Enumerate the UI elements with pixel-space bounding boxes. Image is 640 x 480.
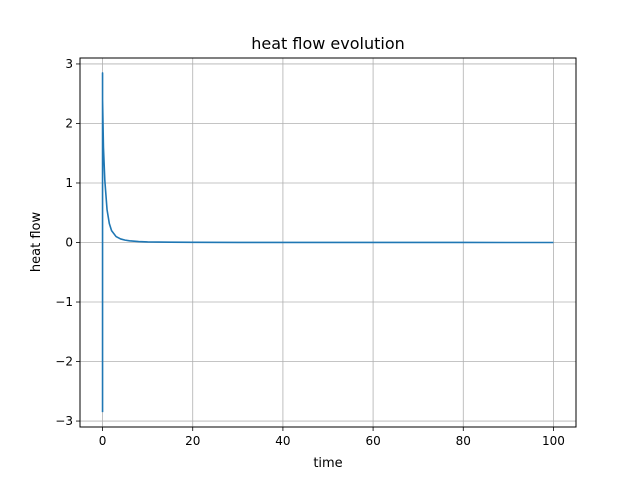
y-axis-label: heat flow [29, 212, 44, 273]
y-tick-label: 3 [65, 57, 73, 71]
x-axis-label: time [313, 456, 342, 471]
heat-flow-series-line [101, 72, 554, 413]
chart-title: heat flow evolution [251, 34, 405, 53]
x-tick-label: 20 [185, 434, 200, 448]
x-tick-label: 60 [365, 434, 380, 448]
x-tick-label: 100 [542, 434, 565, 448]
y-tick-label: −1 [55, 295, 73, 309]
x-tick-label: 0 [99, 434, 107, 448]
y-tick-label: −2 [55, 355, 73, 369]
y-tick-label: 0 [65, 236, 73, 250]
x-tick-label: 80 [456, 434, 471, 448]
plot-series [101, 72, 554, 413]
y-tick-label: −3 [55, 414, 73, 428]
y-tick-label: 2 [65, 116, 73, 130]
x-tick-label: 40 [275, 434, 290, 448]
x-axis-ticks: 0 20 40 60 80 100 [99, 427, 565, 448]
y-tick-label: 1 [65, 176, 73, 190]
y-axis-ticks: −3 −2 −1 0 1 2 3 [55, 57, 80, 428]
